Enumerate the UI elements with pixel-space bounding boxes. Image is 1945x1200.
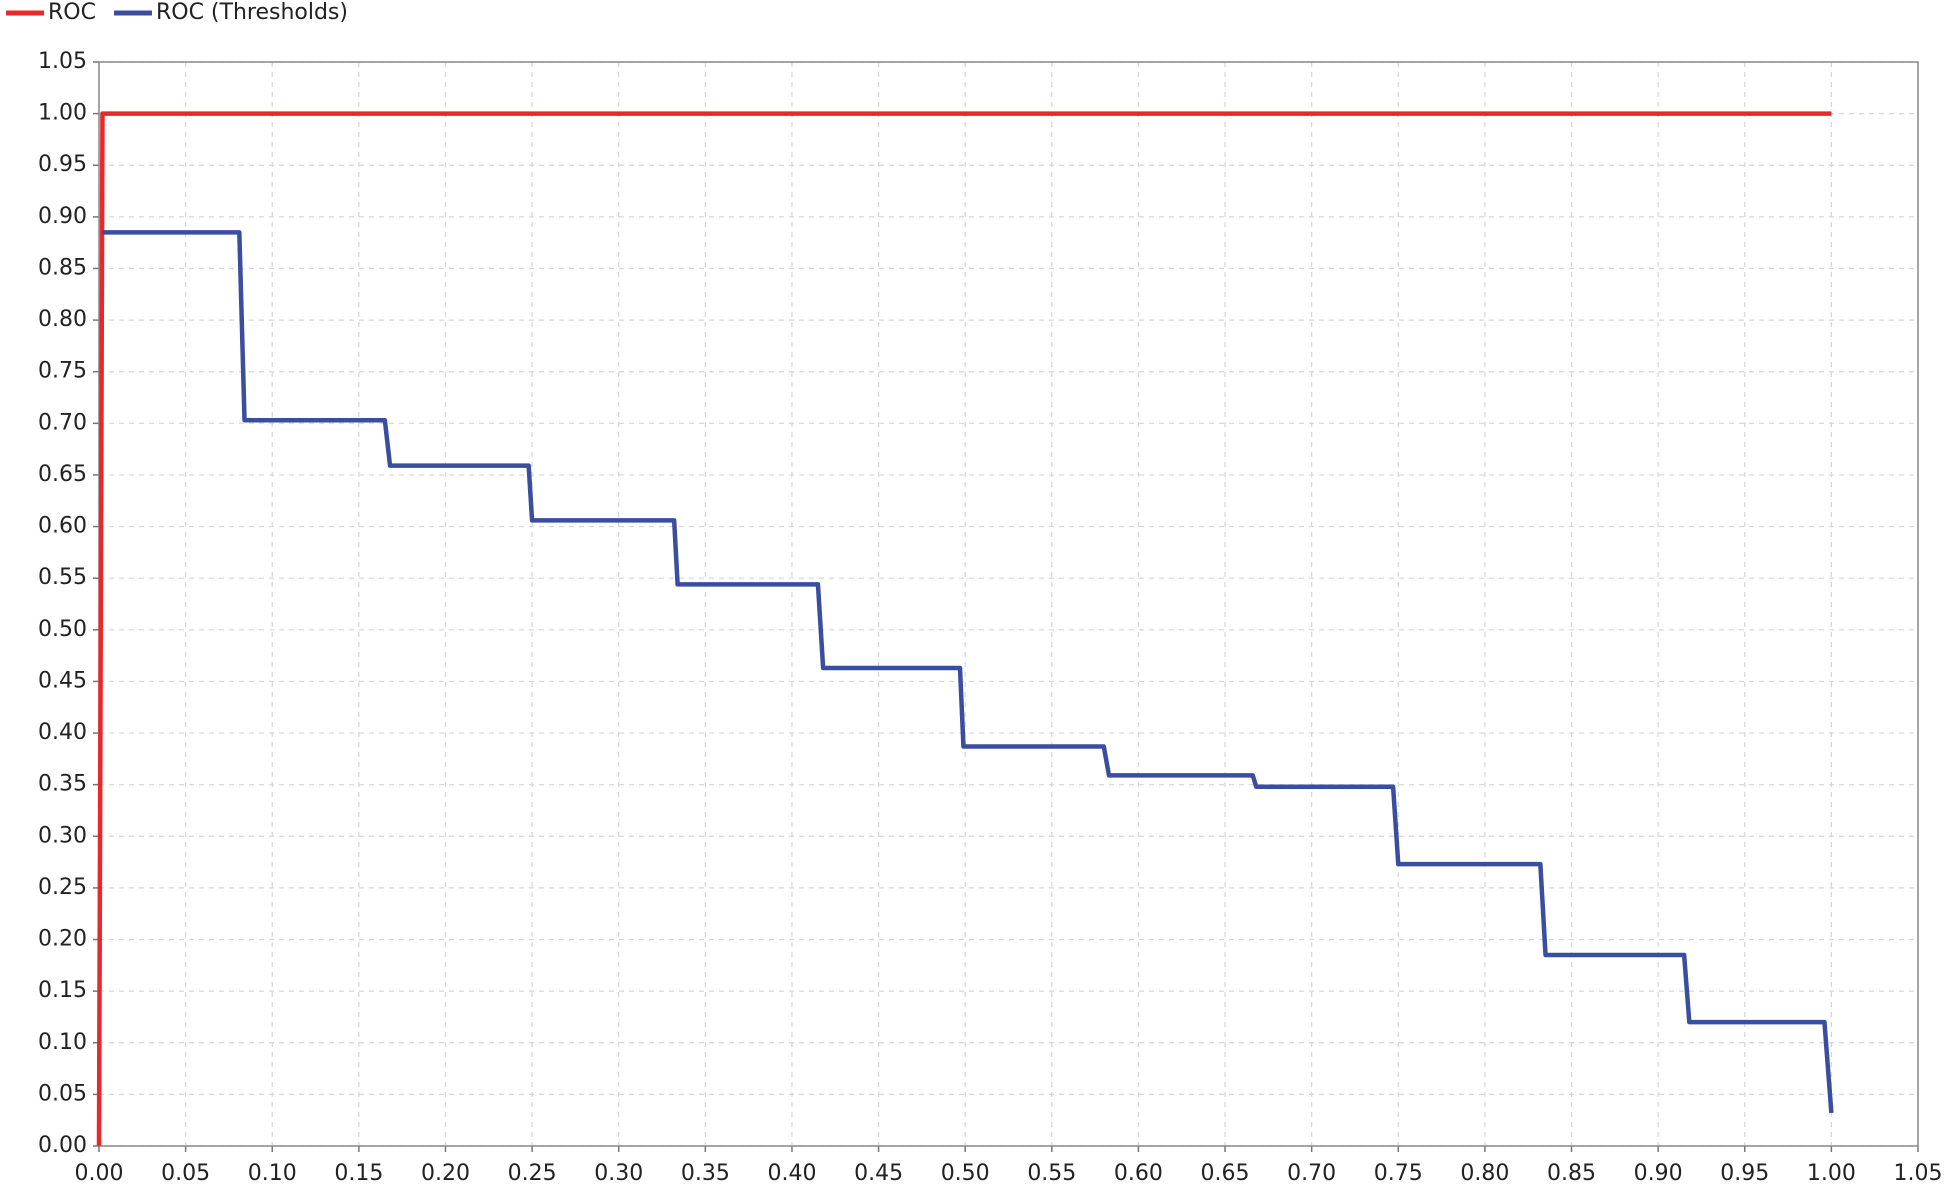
y-tick-label: 0.95 [38,152,87,177]
x-tick-label: 0.00 [75,1161,124,1186]
x-tick-label: 0.30 [594,1161,643,1186]
x-tick-label: 1.05 [1894,1161,1943,1186]
y-tick-label: 0.25 [38,875,87,900]
x-tick-label: 0.95 [1720,1161,1769,1186]
x-tick-label: 0.90 [1634,1161,1683,1186]
plot-frame [98,61,1919,1147]
y-tick-label: 1.05 [38,49,87,74]
x-tick-label: 0.45 [854,1161,903,1186]
legend-label: ROC (Thresholds) [156,0,348,25]
x-tick-label: 0.75 [1374,1161,1423,1186]
y-tick-label: 0.55 [38,565,87,590]
x-tick-label: 0.10 [248,1161,297,1186]
y-tick-label: 0.45 [38,668,87,693]
y-tick-label: 0.30 [38,823,87,848]
y-tick-label: 0.20 [38,927,87,952]
x-tick-label: 0.80 [1460,1161,1509,1186]
y-tick-label: 0.00 [38,1133,87,1158]
y-tick-label: 0.85 [38,255,87,280]
x-tick-label: 0.05 [161,1161,210,1186]
y-tick-label: 0.10 [38,1030,87,1055]
y-tick-label: 0.40 [38,720,87,745]
y-tick-label: 0.90 [38,204,87,229]
x-tick-label: 0.70 [1287,1161,1336,1186]
y-tick-label: 0.70 [38,410,87,435]
y-tick-label: 0.80 [38,307,87,332]
x-tick-label: 0.85 [1547,1161,1596,1186]
x-tick-label: 0.20 [421,1161,470,1186]
x-tick-label: 0.65 [1201,1161,1250,1186]
legend-label: ROC [48,0,96,25]
x-tick-label: 0.35 [681,1161,730,1186]
x-tick-label: 1.00 [1807,1161,1856,1186]
x-tick-label: 0.60 [1114,1161,1163,1186]
x-tick-label: 0.50 [941,1161,990,1186]
y-tick-label: 0.60 [38,514,87,539]
y-tick-label: 1.00 [38,101,87,126]
y-tick-label: 0.65 [38,462,87,487]
y-tick-label: 0.50 [38,617,87,642]
x-tick-label: 0.55 [1027,1161,1076,1186]
x-tick-label: 0.25 [508,1161,557,1186]
series-line [102,230,1834,1114]
x-tick-label: 0.40 [767,1161,816,1186]
x-tick-label: 0.15 [334,1161,383,1186]
y-tick-label: 0.35 [38,772,87,797]
series-line [96,111,1832,1147]
y-tick-label: 0.05 [38,1081,87,1106]
y-tick-label: 0.15 [38,978,87,1003]
y-tick-label: 0.75 [38,359,87,384]
